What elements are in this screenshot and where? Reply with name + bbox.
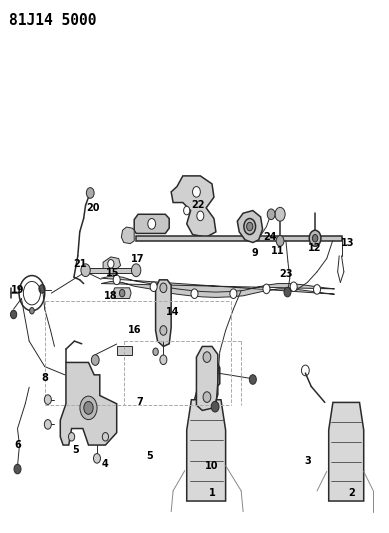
- Polygon shape: [156, 280, 171, 346]
- Circle shape: [119, 289, 125, 297]
- Text: 5: 5: [146, 451, 153, 461]
- Circle shape: [30, 308, 34, 314]
- Polygon shape: [194, 360, 220, 402]
- Text: 4: 4: [102, 459, 109, 469]
- Text: 14: 14: [166, 307, 180, 317]
- Circle shape: [314, 285, 321, 294]
- Text: 16: 16: [128, 326, 141, 335]
- Polygon shape: [196, 346, 218, 410]
- Text: 7: 7: [137, 398, 144, 407]
- Text: 17: 17: [131, 254, 145, 263]
- Text: 20: 20: [87, 203, 100, 213]
- Circle shape: [290, 282, 297, 292]
- Circle shape: [148, 219, 156, 229]
- Circle shape: [160, 355, 167, 365]
- Circle shape: [68, 433, 75, 441]
- Circle shape: [247, 222, 253, 231]
- Text: 24: 24: [264, 232, 277, 242]
- Polygon shape: [113, 288, 131, 298]
- Circle shape: [44, 419, 51, 429]
- Text: 15: 15: [106, 268, 119, 278]
- Polygon shape: [187, 400, 226, 501]
- Text: 1: 1: [209, 488, 216, 498]
- Circle shape: [131, 264, 141, 277]
- Circle shape: [11, 310, 17, 319]
- Circle shape: [160, 283, 167, 293]
- Bar: [86, 268, 136, 273]
- Circle shape: [91, 355, 99, 366]
- Text: 12: 12: [308, 243, 322, 253]
- Circle shape: [276, 236, 284, 246]
- Circle shape: [284, 287, 291, 297]
- Polygon shape: [134, 214, 169, 233]
- Text: 6: 6: [14, 440, 21, 450]
- Circle shape: [275, 207, 285, 221]
- Text: 21: 21: [73, 259, 86, 269]
- Circle shape: [312, 235, 318, 242]
- Circle shape: [153, 348, 158, 356]
- Text: 22: 22: [192, 200, 205, 210]
- Circle shape: [113, 275, 120, 285]
- Circle shape: [309, 230, 321, 246]
- Text: 11: 11: [272, 246, 285, 255]
- Text: 18: 18: [104, 291, 118, 301]
- Circle shape: [203, 352, 211, 362]
- Text: 2: 2: [349, 488, 356, 498]
- Text: 3: 3: [304, 456, 311, 466]
- Circle shape: [81, 264, 90, 277]
- Circle shape: [249, 375, 256, 384]
- Text: 19: 19: [11, 286, 25, 295]
- Circle shape: [93, 454, 100, 463]
- Text: 81J14 5000: 81J14 5000: [9, 13, 96, 28]
- Text: 10: 10: [205, 462, 219, 471]
- Circle shape: [193, 187, 200, 197]
- Text: 5: 5: [72, 446, 79, 455]
- Circle shape: [102, 433, 109, 441]
- Circle shape: [160, 326, 167, 335]
- Polygon shape: [121, 227, 134, 244]
- Circle shape: [108, 260, 114, 268]
- Circle shape: [263, 284, 270, 294]
- Circle shape: [244, 219, 256, 235]
- Polygon shape: [237, 211, 263, 243]
- Circle shape: [44, 395, 51, 405]
- Circle shape: [203, 392, 211, 402]
- Polygon shape: [171, 176, 216, 237]
- Text: 13: 13: [342, 238, 355, 247]
- Text: 8: 8: [41, 374, 48, 383]
- Polygon shape: [103, 257, 121, 273]
- Circle shape: [80, 396, 97, 419]
- Circle shape: [84, 401, 93, 414]
- Circle shape: [267, 209, 275, 220]
- Circle shape: [86, 188, 94, 198]
- Polygon shape: [136, 236, 342, 241]
- Polygon shape: [101, 276, 335, 297]
- Circle shape: [211, 401, 219, 412]
- Circle shape: [197, 211, 204, 221]
- Circle shape: [14, 464, 21, 474]
- Text: 9: 9: [251, 248, 258, 258]
- Polygon shape: [60, 362, 117, 445]
- Circle shape: [184, 206, 190, 215]
- Circle shape: [191, 289, 198, 298]
- Circle shape: [150, 282, 157, 292]
- Polygon shape: [329, 402, 364, 501]
- Bar: [117, 346, 132, 355]
- Circle shape: [230, 289, 237, 298]
- Text: 23: 23: [279, 270, 293, 279]
- Circle shape: [39, 285, 45, 293]
